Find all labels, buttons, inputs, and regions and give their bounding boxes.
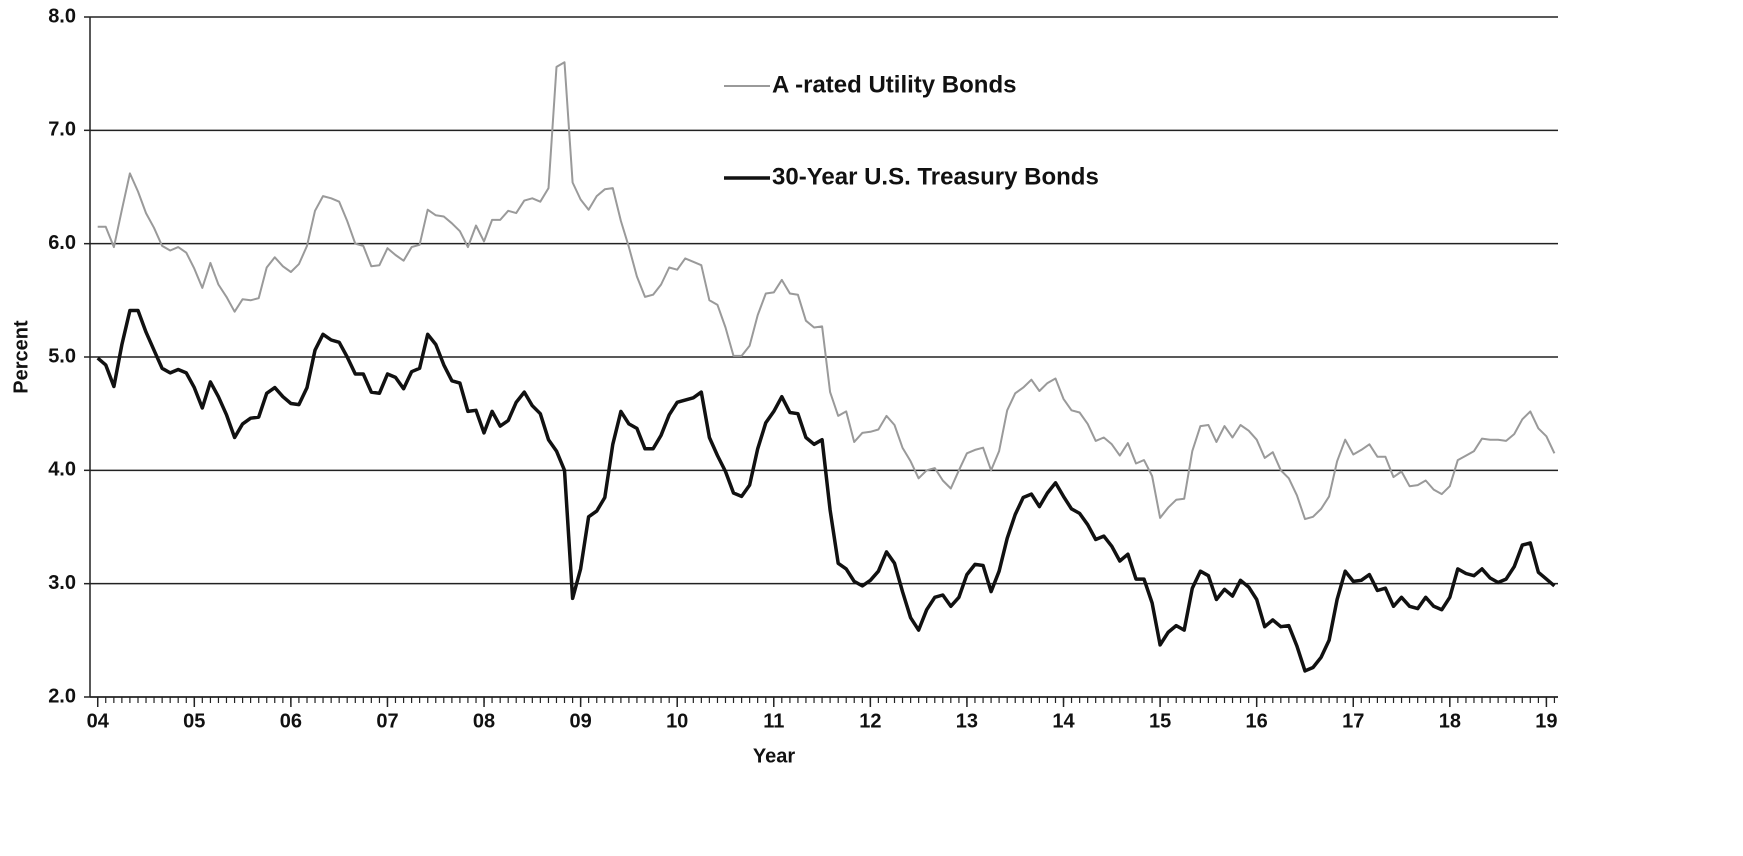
legend-label: A -rated Utility Bonds (772, 71, 1016, 98)
x-tick-label: 11 (763, 710, 784, 732)
x-tick-label: 14 (1052, 710, 1075, 732)
legend-label: 30-Year U.S. Treasury Bonds (772, 163, 1099, 190)
x-tick-label: 17 (1342, 710, 1364, 732)
x-tick-label: 09 (569, 710, 591, 732)
x-tick-label: 10 (666, 710, 688, 732)
x-axis-label: Year (753, 745, 795, 767)
y-tick-label: 7.0 (48, 119, 76, 141)
x-tick-label: 16 (1246, 710, 1268, 732)
x-tick-label: 15 (1149, 710, 1171, 732)
x-tick-label: 13 (956, 710, 978, 732)
x-tick-label: 08 (473, 710, 495, 732)
x-tick-label: 18 (1439, 710, 1461, 732)
x-tick-label: 04 (87, 710, 110, 732)
y-axis-label: Percent (10, 320, 32, 394)
series-line (97, 61, 1556, 521)
x-tick-label: 12 (859, 710, 881, 732)
y-tick-label: 8.0 (48, 5, 76, 27)
series-line (96, 308, 1556, 673)
y-tick-label: 4.0 (48, 459, 76, 481)
x-tick-label: 19 (1535, 710, 1557, 732)
y-tick-label: 3.0 (48, 572, 76, 594)
x-tick-label: 06 (280, 710, 302, 732)
y-tick-label: 2.0 (48, 685, 76, 707)
x-tick-label: 07 (376, 710, 398, 732)
y-tick-label: 6.0 (48, 232, 76, 254)
x-tick-label: 05 (183, 710, 205, 732)
y-tick-label: 5.0 (48, 345, 76, 367)
